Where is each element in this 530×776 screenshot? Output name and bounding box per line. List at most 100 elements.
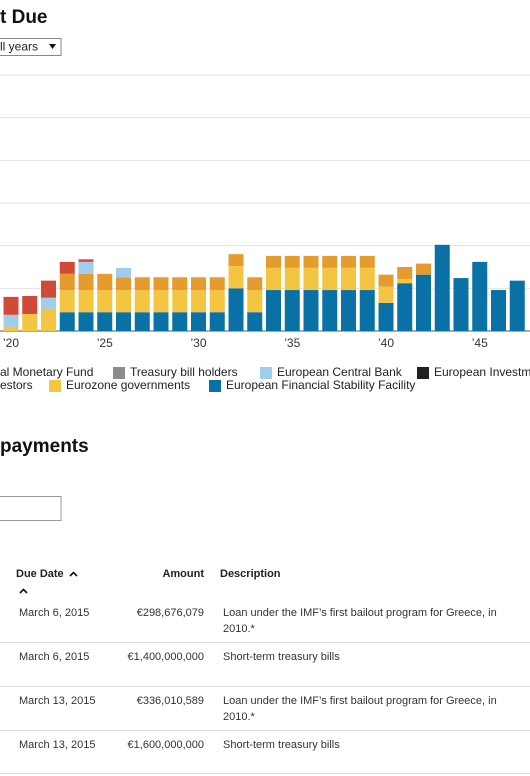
bar-segment [78, 312, 94, 331]
bar-segment [397, 283, 413, 331]
bar-segment [284, 267, 300, 291]
bar-segment [453, 278, 469, 331]
bar-segment [3, 314, 19, 327]
bar-segment [116, 277, 131, 291]
bar-segment [116, 290, 131, 313]
bar-segment [359, 290, 375, 331]
bar-segment [472, 261, 488, 331]
bar-segment [359, 267, 375, 291]
bar-segment [416, 263, 431, 275]
bar-segment [191, 277, 206, 291]
bar-segment [266, 290, 281, 331]
legend-label: estors [0, 378, 33, 392]
dropdown-arrow [49, 44, 56, 49]
sort-caret[interactable] [69, 571, 78, 577]
x-tick-label: ’20 [3, 336, 19, 350]
bar-segment [191, 312, 206, 331]
bar-segment [228, 288, 244, 331]
x-tick-label: ’25 [97, 336, 113, 350]
bar-segment [509, 280, 525, 331]
x-tick-label: ’30 [190, 336, 206, 350]
bar-segment [434, 244, 450, 331]
legend-label: European Financial Stability Facility [226, 378, 415, 392]
bar-segment [97, 290, 113, 313]
bar-segment [341, 267, 356, 291]
bar-segment [378, 286, 394, 303]
bar-segment [134, 290, 150, 313]
bar-segment [378, 274, 394, 287]
legend-swatch [49, 380, 61, 392]
legend-label: Eurozone governments [66, 378, 190, 392]
chart: ’20 ’25 ’30 ’35 ’40 ’45 al Monetary Fund Treasu… [0, 74, 530, 392]
bar-segment [416, 274, 431, 331]
legend-swatch [113, 367, 125, 379]
bar-segment [397, 267, 413, 279]
page-title: t Due [0, 7, 48, 28]
description: Short-term treasury bills [223, 739, 340, 751]
column-header: Description [220, 568, 281, 580]
bar-segment [59, 312, 75, 331]
bar-segment [209, 312, 225, 331]
bar-segment [41, 297, 56, 309]
bar-segment [209, 277, 225, 291]
bar-segment [41, 308, 56, 331]
bar-segment [153, 290, 169, 313]
bar-segment [266, 267, 281, 291]
bar-segment [378, 302, 394, 331]
bar-segment [134, 277, 150, 291]
year-filter-label: ll years [0, 40, 38, 54]
legend-swatch [209, 380, 221, 392]
bar-segment [59, 290, 75, 313]
bar-segment [59, 273, 75, 291]
sort-caret[interactable] [19, 588, 28, 594]
bar-segment [228, 266, 244, 289]
legend-label: al Monetary Fund [0, 365, 93, 379]
due-date: March 13, 2015 [19, 739, 96, 751]
bar-segment [3, 326, 19, 331]
bar-segment [247, 277, 263, 291]
x-tick-label: ’45 [472, 336, 488, 350]
amount: €336,010,589 [136, 695, 204, 707]
bar-segment [266, 255, 281, 268]
description: Loan under the IMF’s first bailout progr… [223, 695, 497, 723]
bar-segment [78, 290, 94, 313]
section-title: payments [0, 436, 89, 457]
x-tick-label: ’40 [378, 336, 394, 350]
bar-segment [22, 313, 38, 331]
bar-segment [116, 312, 131, 331]
bar-segment [491, 290, 506, 331]
bar-segment [303, 255, 319, 268]
description: Short-term treasury bills [223, 651, 340, 663]
bar-segment [341, 255, 356, 268]
bar-segment [3, 296, 19, 315]
column-header: Amount [162, 568, 204, 580]
bar-segment [191, 290, 206, 313]
bar-segment [78, 259, 94, 262]
due-date: March 6, 2015 [19, 607, 90, 619]
year-filter[interactable] [0, 38, 62, 56]
bar-segment [397, 278, 413, 284]
bar-segment [322, 255, 338, 268]
bar-segment [284, 290, 300, 331]
description: Loan under the IMF’s first bailout progr… [223, 607, 497, 635]
bar-segment [284, 255, 300, 268]
bar-segment [247, 312, 263, 331]
column-header: Due Date [16, 568, 64, 580]
bar-segment [322, 267, 338, 291]
bar-segment [22, 296, 38, 314]
bar-segment [97, 312, 113, 331]
bar-segment [134, 312, 150, 331]
bar-segment [59, 261, 75, 274]
bar-segment [303, 290, 319, 331]
amount: €1,600,000,000 [127, 739, 204, 751]
legend-label: European Central Bank [277, 365, 403, 379]
x-tick-label: ’35 [284, 336, 300, 350]
bar-segment [153, 277, 169, 291]
due-date: March 6, 2015 [19, 651, 90, 663]
amount: €298,676,079 [136, 607, 204, 619]
search-input[interactable] [0, 496, 62, 521]
bar-segment [97, 273, 113, 291]
bar-segment [172, 312, 188, 331]
